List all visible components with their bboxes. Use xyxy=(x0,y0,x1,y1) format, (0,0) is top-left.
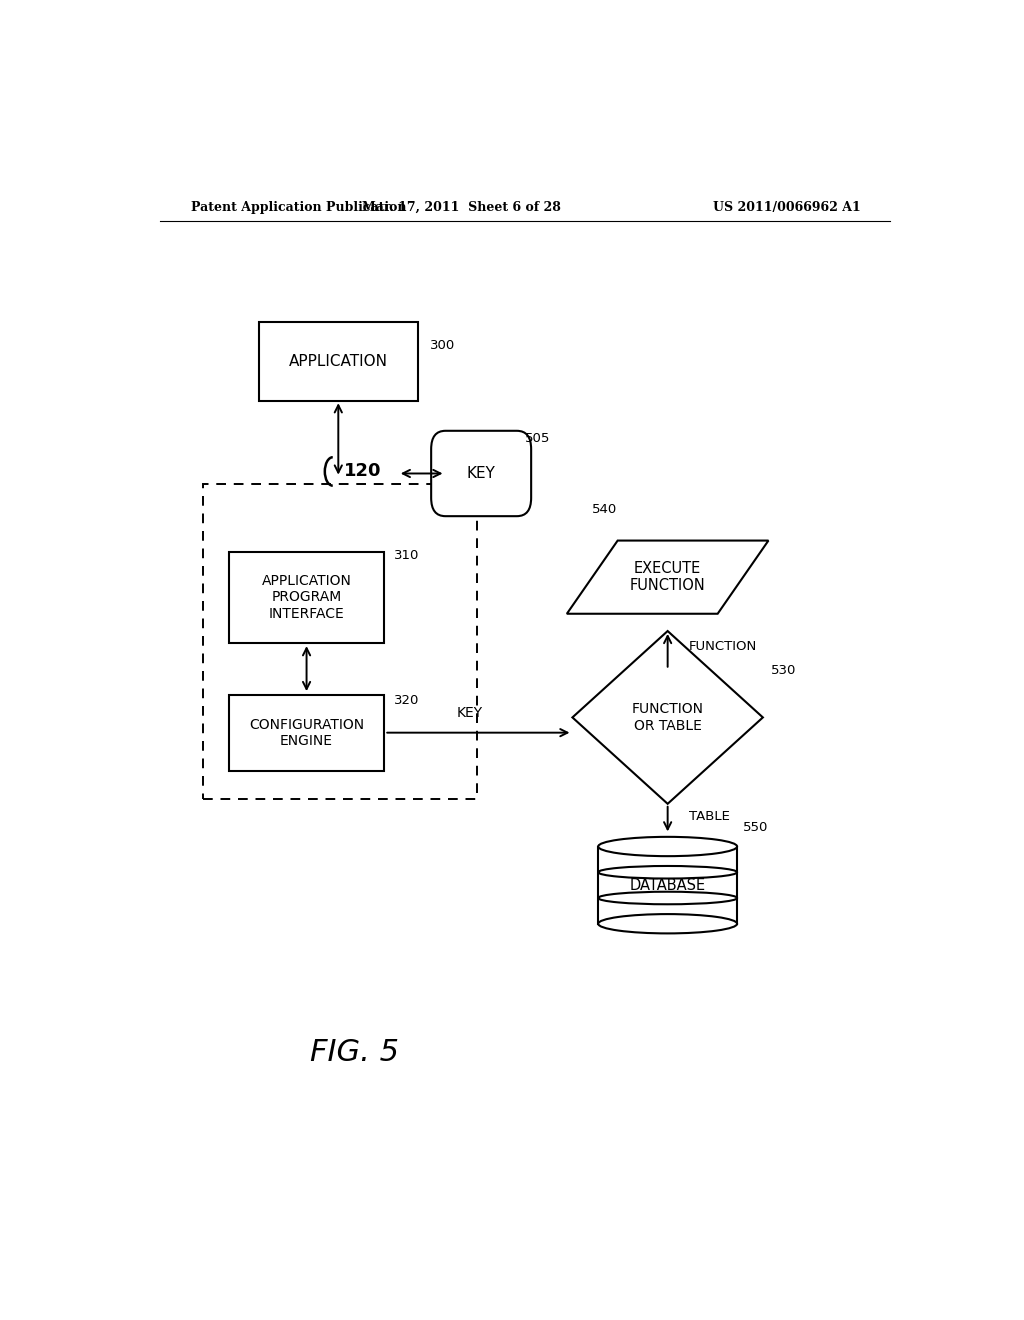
Text: Patent Application Publication: Patent Application Publication xyxy=(191,201,407,214)
Polygon shape xyxy=(567,541,768,614)
Text: 310: 310 xyxy=(394,549,419,562)
Text: 540: 540 xyxy=(592,503,617,516)
Text: 120: 120 xyxy=(344,462,381,480)
Text: APPLICATION
PROGRAM
INTERFACE: APPLICATION PROGRAM INTERFACE xyxy=(261,574,351,620)
FancyBboxPatch shape xyxy=(598,846,737,924)
Text: TABLE: TABLE xyxy=(689,809,730,822)
Text: FUNCTION: FUNCTION xyxy=(689,640,758,653)
FancyBboxPatch shape xyxy=(431,430,531,516)
Text: US 2011/0066962 A1: US 2011/0066962 A1 xyxy=(713,201,860,214)
Text: CONFIGURATION
ENGINE: CONFIGURATION ENGINE xyxy=(249,718,365,747)
Text: 300: 300 xyxy=(430,338,455,351)
Text: EXECUTE
FUNCTION: EXECUTE FUNCTION xyxy=(630,561,706,594)
Text: APPLICATION: APPLICATION xyxy=(289,354,388,370)
Text: Mar. 17, 2011  Sheet 6 of 28: Mar. 17, 2011 Sheet 6 of 28 xyxy=(361,201,561,214)
Ellipse shape xyxy=(598,913,737,933)
Text: FUNCTION
OR TABLE: FUNCTION OR TABLE xyxy=(632,702,703,733)
Ellipse shape xyxy=(598,837,737,857)
Polygon shape xyxy=(572,631,763,804)
Text: KEY: KEY xyxy=(467,466,496,480)
FancyBboxPatch shape xyxy=(229,552,384,643)
Text: KEY: KEY xyxy=(456,706,482,721)
FancyBboxPatch shape xyxy=(259,322,418,401)
Text: FIG. 5: FIG. 5 xyxy=(309,1039,398,1068)
Text: 550: 550 xyxy=(743,821,768,834)
Text: 505: 505 xyxy=(524,432,550,445)
Text: DATABASE: DATABASE xyxy=(630,878,706,892)
Text: 530: 530 xyxy=(771,664,797,677)
FancyBboxPatch shape xyxy=(229,694,384,771)
Text: 320: 320 xyxy=(394,694,419,708)
